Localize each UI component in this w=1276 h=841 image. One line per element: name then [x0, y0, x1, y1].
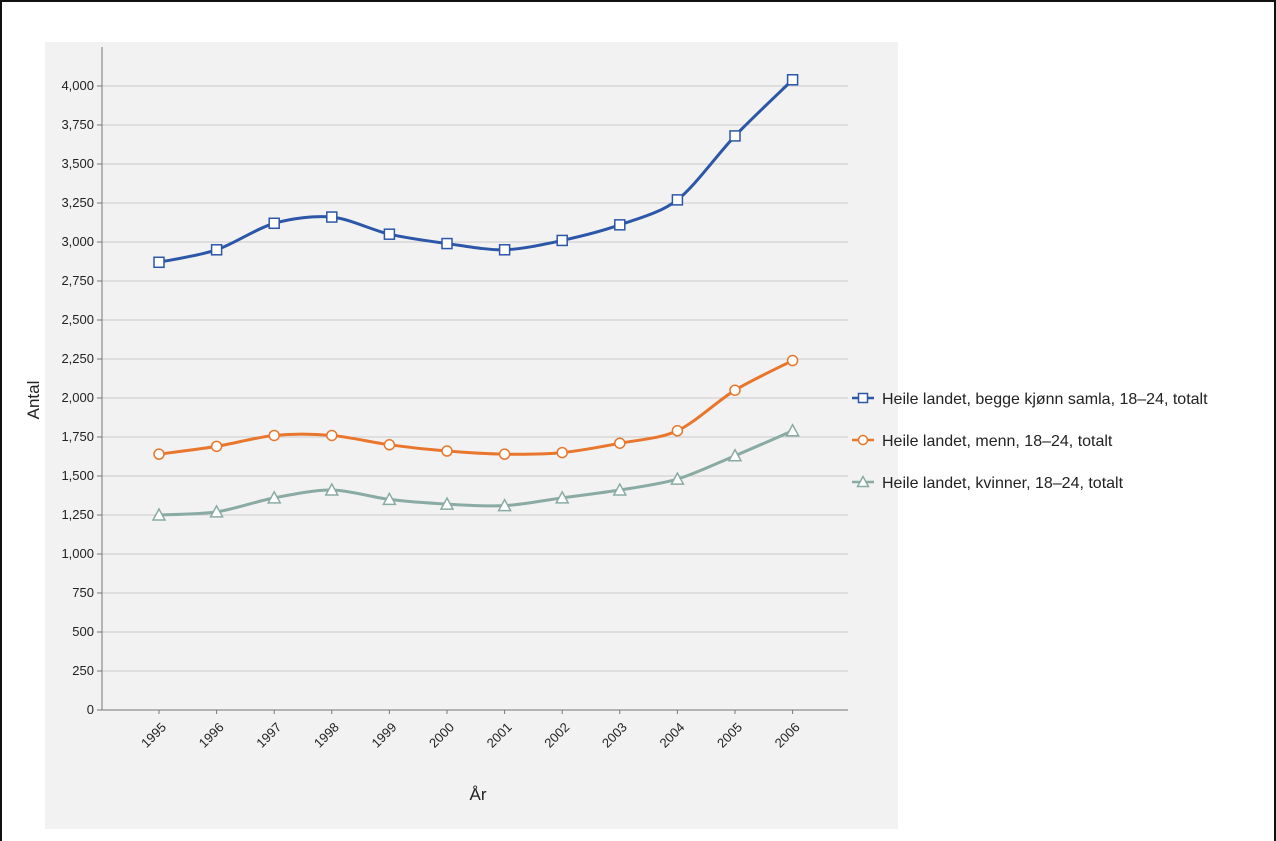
data-point-marker [498, 448, 511, 460]
data-point-marker [210, 244, 223, 256]
y-tick-label: 2,000 [61, 390, 94, 405]
data-point-marker [209, 504, 224, 518]
x-tick-label: 1995 [138, 720, 169, 751]
data-point-marker [786, 74, 799, 86]
x-tick-label: 2004 [656, 720, 687, 751]
y-tick-label: 0 [87, 702, 94, 717]
data-point-marker [153, 448, 165, 460]
data-point-marker [556, 446, 568, 459]
data-point-marker [670, 471, 685, 485]
data-point-marker [671, 425, 684, 437]
legend-label: Heile landet, kvinner, 18–24, totalt [882, 475, 1124, 492]
x-tick-label: 1999 [368, 720, 399, 751]
data-point-marker [556, 234, 568, 247]
data-point-marker [671, 194, 684, 206]
data-point-marker [324, 482, 340, 496]
series-2 [153, 354, 799, 460]
data-point-marker [785, 423, 800, 437]
x-tick-label: 2003 [599, 720, 630, 751]
legend-item: Heile landet, begge kjønn samla, 18–24, … [852, 391, 1208, 408]
series-3 [151, 423, 800, 521]
y-tick-label: 4,000 [61, 78, 94, 93]
x-tick-label: 2005 [714, 720, 745, 751]
y-tick-label: 1,000 [61, 546, 94, 561]
data-point-marker [441, 445, 453, 457]
data-point-marker [612, 482, 628, 496]
series-line [158, 78, 794, 264]
data-point-marker [554, 490, 570, 504]
data-point-marker [151, 507, 167, 521]
data-point-marker [786, 354, 799, 367]
data-point-marker [210, 440, 223, 453]
legend-item: Heile landet, menn, 18–24, totalt [852, 433, 1113, 450]
x-tick-labels: 1995 1996 1997 1998 1999 2000 2001 2002 2003 2004… [138, 720, 803, 751]
data-point-marker [856, 474, 870, 488]
y-tick-labels: 0 250 500 750 1,000 1,250 1,500 1,750 2,000 2,250… [61, 78, 94, 717]
y-tick-label: 3,500 [61, 156, 94, 171]
series-1 [153, 74, 799, 269]
y-tick-label: 2,500 [61, 312, 94, 327]
data-point-marker [441, 237, 453, 250]
x-axis-label: År [470, 785, 487, 804]
data-point-marker [383, 439, 396, 451]
x-tick-label: 2002 [541, 720, 572, 751]
x-tick-label: 2006 [772, 720, 803, 751]
data-point-marker [153, 256, 165, 269]
y-tick-label: 2,250 [61, 351, 94, 366]
series-line [158, 359, 794, 456]
y-tick-label: 2,750 [61, 273, 94, 288]
data-point-marker [729, 130, 741, 142]
x-tick-label: 1998 [311, 720, 342, 751]
legend-item: Heile landet, kvinner, 18–24, totalt [852, 474, 1124, 492]
data-point-marker [382, 491, 397, 506]
y-tick-label: 1,750 [61, 429, 94, 444]
axes [97, 47, 848, 714]
x-tick-label: 2001 [484, 720, 515, 751]
y-tick-label: 3,250 [61, 195, 94, 210]
gridlines [102, 85, 848, 672]
plot-background [45, 42, 898, 829]
data-point-marker [614, 437, 626, 449]
data-point-marker [729, 384, 741, 396]
y-tick-label: 3,000 [61, 234, 94, 249]
y-tick-label: 750 [72, 585, 94, 600]
data-point-marker [268, 217, 280, 230]
y-tick-label: 500 [72, 624, 94, 639]
data-point-marker [439, 496, 455, 510]
legend-label: Heile landet, begge kjønn samla, 18–24, … [882, 391, 1208, 408]
y-tick-label: 1,250 [61, 507, 94, 522]
x-tick-label: 2000 [426, 720, 457, 751]
data-point-marker [727, 448, 743, 462]
data-point-marker [266, 490, 282, 504]
data-point-marker [383, 228, 396, 240]
y-tick-label: 250 [72, 663, 94, 678]
data-point-marker [497, 498, 512, 512]
data-point-marker [498, 244, 511, 256]
legend: Heile landet, begge kjønn samla, 18–24, … [852, 391, 1208, 492]
data-point-marker [857, 392, 869, 404]
y-tick-label: 1,500 [61, 468, 94, 483]
data-point-marker [326, 211, 338, 223]
x-tick-label: 1996 [196, 720, 227, 751]
y-tick-label: 3,750 [61, 117, 94, 132]
legend-label: Heile landet, menn, 18–24, totalt [882, 433, 1113, 450]
x-tick-label: 1997 [253, 720, 284, 751]
y-axis-label: Antal [24, 381, 43, 420]
data-point-marker [268, 429, 280, 442]
series-lines [151, 74, 800, 521]
data-point-marker [326, 429, 338, 442]
series-line [158, 429, 794, 517]
data-point-marker [614, 219, 626, 231]
data-point-marker [857, 434, 869, 446]
